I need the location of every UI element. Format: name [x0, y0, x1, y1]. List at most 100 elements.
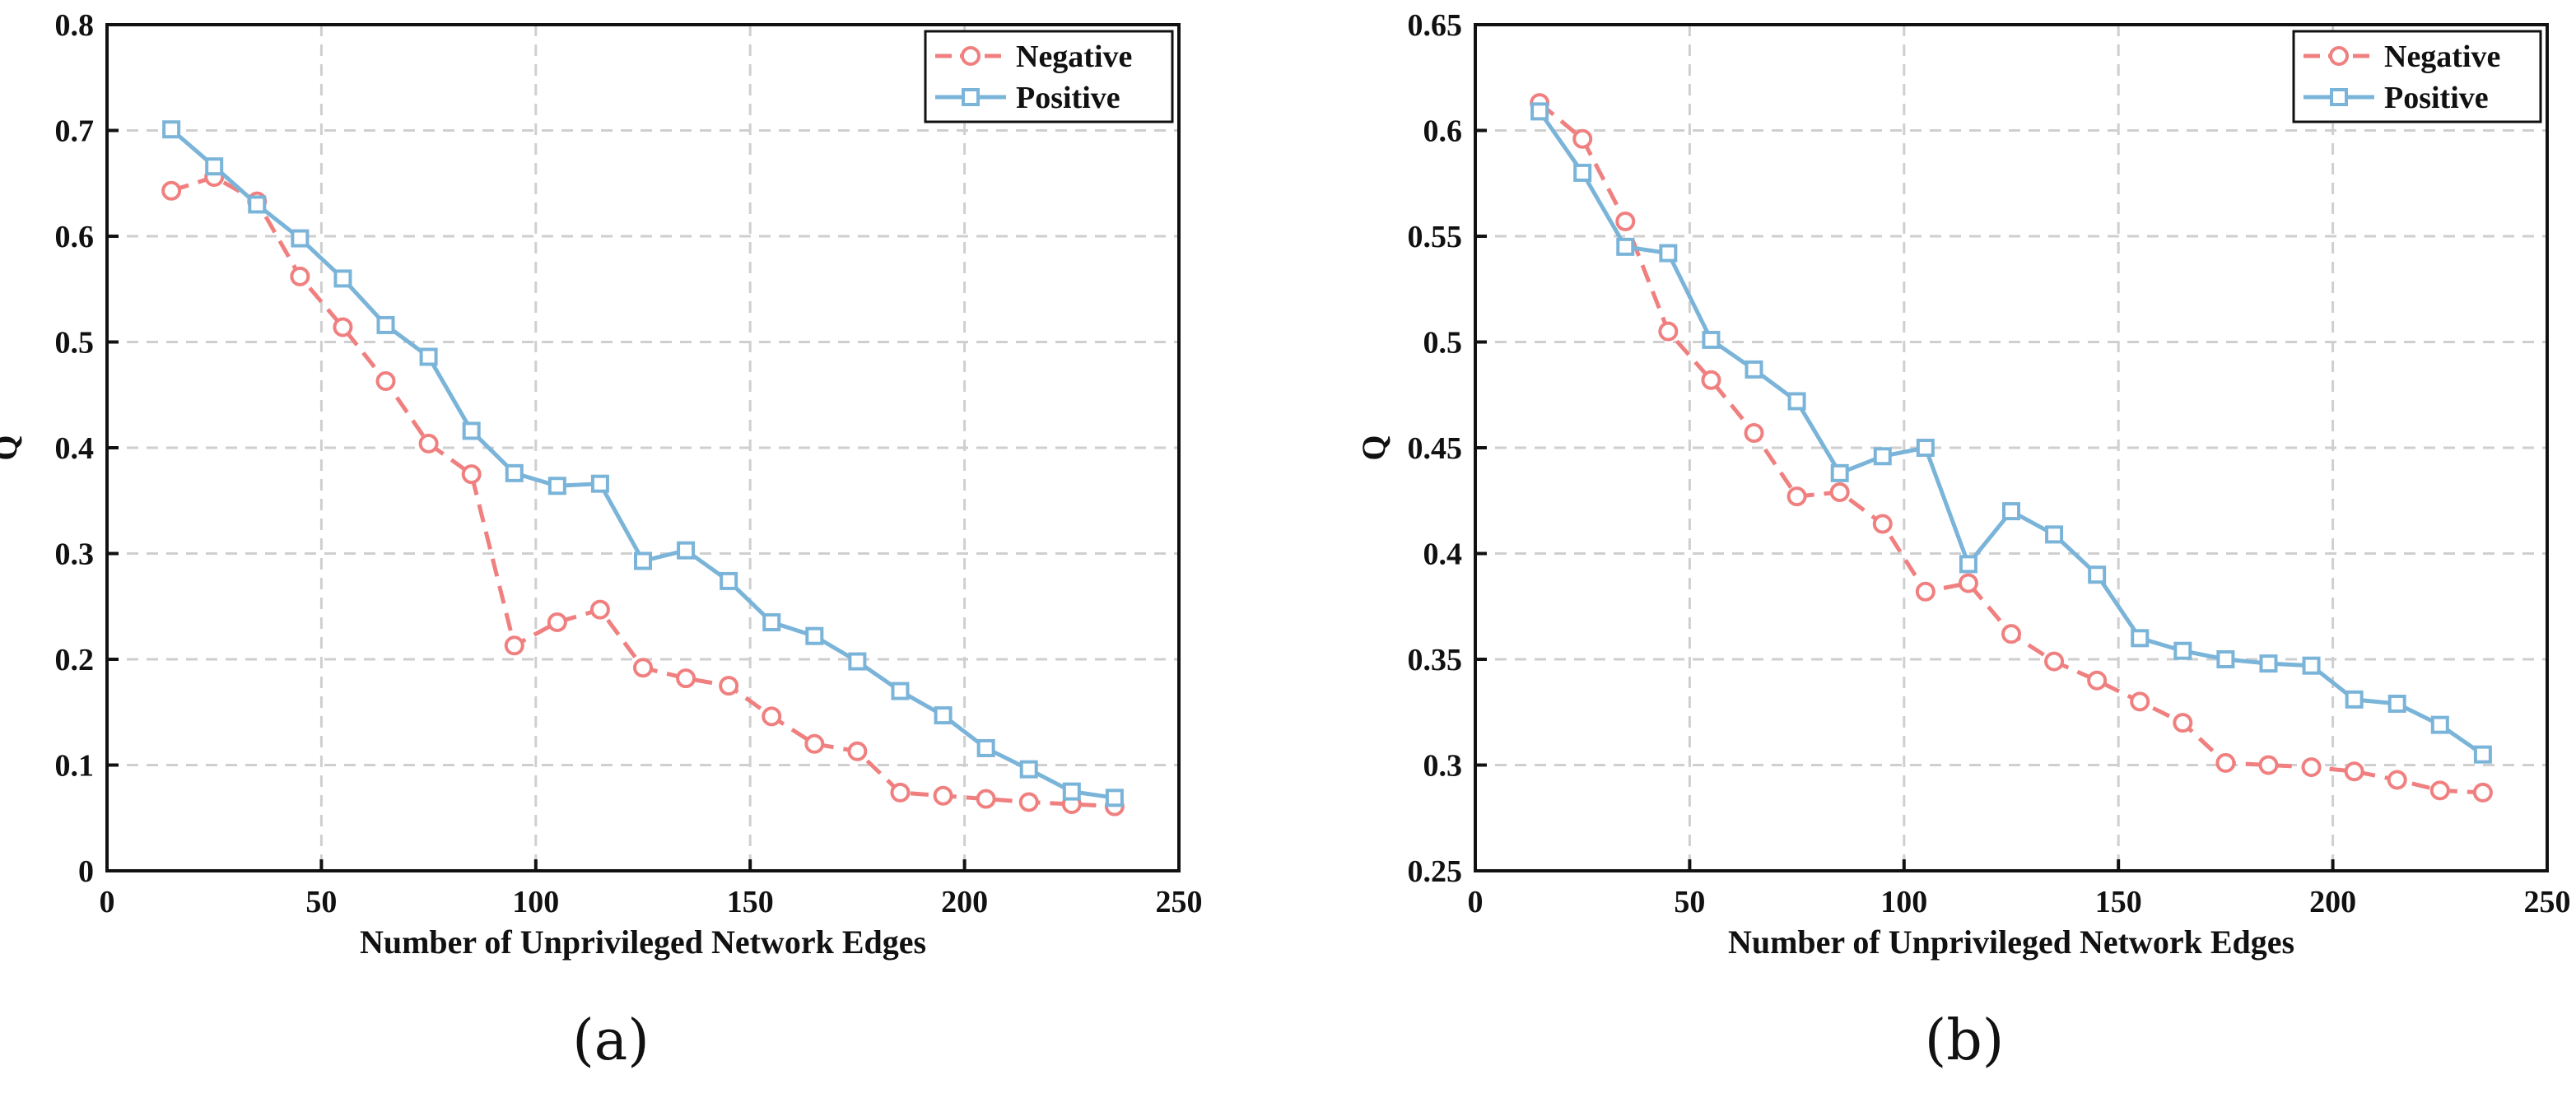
data-point-positive	[291, 229, 310, 248]
data-point-positive	[1062, 782, 1081, 801]
data-point-positive	[2088, 565, 2107, 584]
y-tick-label: 0.6	[55, 220, 95, 254]
y-tick-label: 0.5	[55, 326, 95, 361]
data-point-negative	[161, 180, 182, 201]
data-point-negative	[547, 612, 567, 633]
data-point-negative	[418, 433, 439, 454]
x-tick-label: 200	[941, 885, 988, 919]
data-point-negative	[1572, 128, 1593, 149]
data-point-positive	[1019, 760, 1038, 779]
data-point-negative	[1958, 573, 1978, 593]
series-line-positive	[170, 128, 1116, 800]
y-tick-label: 0.8	[55, 8, 95, 43]
data-point-negative	[1786, 486, 1807, 507]
y-tick-label: 0.65	[1408, 8, 1463, 43]
data-point-positive	[205, 157, 224, 176]
data-point-negative	[2215, 752, 2236, 773]
data-point-positive	[2345, 690, 2364, 709]
data-point-positive	[891, 682, 910, 700]
y-axis-title: Q	[1355, 435, 1392, 460]
data-point-negative	[2301, 757, 2322, 778]
x-tick-label: 0	[1468, 885, 1484, 919]
y-tick-label: 0.3	[55, 537, 95, 572]
data-point-negative	[2387, 770, 2407, 790]
data-point-positive	[762, 613, 781, 632]
data-point-positive	[2216, 650, 2235, 668]
data-point-negative	[504, 635, 524, 656]
data-point-negative	[1018, 792, 1039, 812]
data-point-negative	[847, 741, 868, 761]
data-point-positive	[720, 571, 738, 590]
series-line-negative	[170, 174, 1116, 809]
data-point-negative	[333, 317, 353, 337]
data-point-positive	[162, 120, 181, 139]
data-point-positive	[2473, 745, 2492, 764]
legend-marker-positive	[962, 88, 980, 106]
data-point-positive	[2173, 641, 2192, 660]
x-axis-title: Number of Unprivileged Network Edges	[360, 924, 926, 961]
x-tick-label: 50	[305, 885, 337, 919]
data-point-negative	[2258, 755, 2279, 775]
data-point-negative	[2429, 780, 2450, 801]
data-point-negative	[461, 464, 482, 485]
data-point-negative	[633, 658, 653, 678]
data-point-positive	[934, 706, 953, 725]
panel-label-a: (a)	[572, 1008, 650, 1073]
data-point-positive	[1573, 163, 1592, 182]
y-tick-label: 0.45	[1408, 431, 1463, 466]
data-point-positive	[2430, 715, 2449, 734]
data-point-negative	[1744, 423, 1764, 444]
y-tick-label: 0.2	[55, 643, 95, 677]
data-point-positive	[505, 463, 524, 482]
x-tick-label: 150	[727, 885, 774, 919]
legend: Negative Positive	[924, 30, 1174, 123]
data-point-positive	[1787, 392, 1806, 411]
legend-box	[2292, 30, 2542, 123]
x-tick-label: 250	[1156, 885, 1203, 919]
data-point-negative	[1915, 581, 1935, 602]
data-point-negative	[1872, 514, 1893, 534]
x-tick-label: 100	[1880, 885, 1927, 919]
data-point-negative	[1658, 321, 1679, 342]
data-point-negative	[2344, 761, 2364, 782]
data-point-positive	[547, 477, 566, 495]
data-point-positive	[1873, 447, 1892, 466]
y-tick-label: 0.1	[55, 749, 95, 784]
data-point-negative	[762, 706, 782, 727]
data-point-positive	[590, 474, 609, 493]
data-point-negative	[1701, 370, 1721, 390]
legend-label-negative: Negative	[2384, 40, 2500, 74]
x-axis-title: Number of Unprivileged Network Edges	[1728, 924, 2294, 961]
legend-marker-positive	[2330, 88, 2348, 106]
data-point-negative	[290, 266, 310, 286]
y-tick-label: 0.5	[1423, 326, 1463, 361]
data-point-negative	[719, 676, 739, 696]
legend-label-positive: Positive	[2384, 81, 2489, 115]
data-point-positive	[2302, 656, 2321, 675]
x-tick-label: 150	[2095, 885, 2142, 919]
data-point-negative	[890, 782, 911, 803]
data-point-negative	[2044, 651, 2065, 672]
x-tick-label: 50	[1674, 885, 1705, 919]
data-point-positive	[2131, 629, 2150, 648]
y-tick-label: 0.55	[1408, 220, 1463, 254]
data-point-positive	[462, 421, 481, 440]
data-point-negative	[976, 789, 996, 809]
y-tick-label: 0	[78, 854, 94, 889]
data-point-negative	[2472, 782, 2493, 803]
data-point-positive	[248, 195, 267, 214]
panel-label-b: (b)	[1924, 1008, 2005, 1073]
data-point-positive	[1916, 439, 1935, 457]
chart-panel-b: 0 50 100 150 200 250 0.25 0.3 0.35 0.4 0.45 0.5 0.55…	[1355, 8, 2571, 961]
data-point-positive	[677, 541, 696, 560]
legend-marker-negative	[2329, 46, 2349, 66]
legend-box	[924, 30, 1174, 123]
data-point-positive	[2387, 694, 2406, 713]
data-point-positive	[1530, 102, 1549, 121]
data-point-positive	[976, 738, 995, 757]
y-tick-label: 0.25	[1408, 854, 1463, 889]
data-point-negative	[2173, 713, 2193, 733]
data-point-positive	[2002, 502, 2020, 521]
data-point-negative	[1829, 482, 1850, 502]
data-point-positive	[2259, 654, 2278, 673]
